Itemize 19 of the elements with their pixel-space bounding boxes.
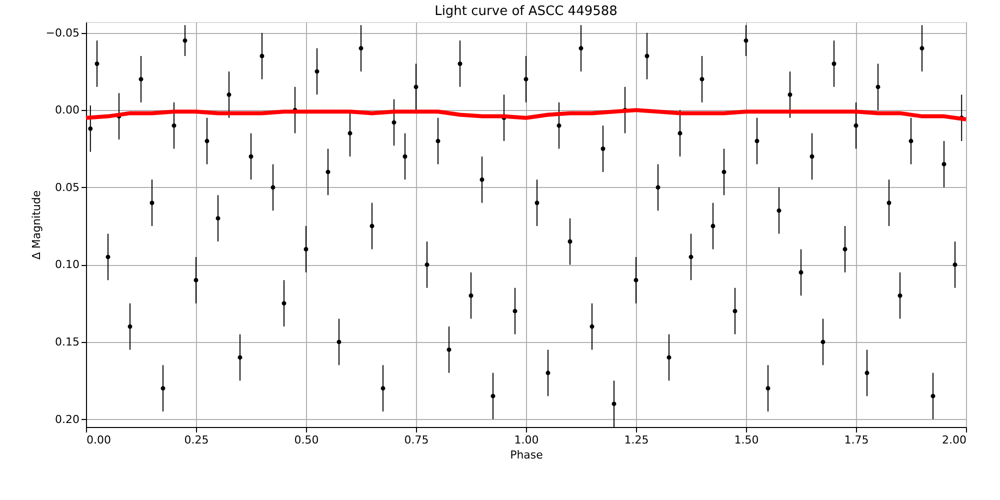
y-tick-label: −0.05 xyxy=(46,26,80,40)
x-tick-label: 0.00 xyxy=(86,434,111,446)
x-tick-label: 0.75 xyxy=(404,434,429,446)
y-tick-label: 0.10 xyxy=(55,258,80,272)
x-tick-label: 0.25 xyxy=(184,434,209,446)
line-series xyxy=(84,108,968,122)
y-tick-label: 0.00 xyxy=(55,104,80,117)
y-tick-label: 0.20 xyxy=(55,412,80,426)
x-tick-label: 1.25 xyxy=(624,434,649,446)
x-axis-title: Phase xyxy=(510,448,544,462)
x-tick-label: 2.00 xyxy=(942,434,966,446)
y-tick-label: 0.15 xyxy=(55,335,80,348)
x-tick-label: 1.75 xyxy=(844,434,869,446)
x-tick-label: 1.00 xyxy=(514,434,539,446)
y-axis-title: Δ Magnitude xyxy=(30,190,43,260)
y-tick-label: 0.05 xyxy=(55,180,80,194)
x-tick-label: 1.50 xyxy=(734,434,759,446)
chart-title: Light curve of ASCC 449588 xyxy=(434,4,618,19)
x-tick-label: 0.50 xyxy=(294,434,319,446)
